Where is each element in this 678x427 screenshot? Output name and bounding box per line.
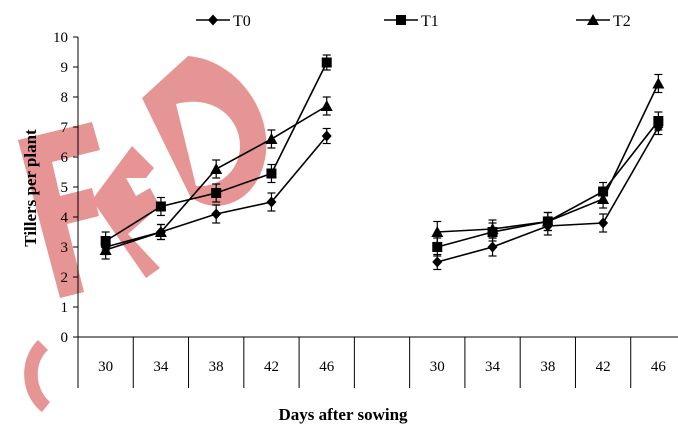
data-point-t1 xyxy=(321,57,332,68)
data-point-t2 xyxy=(486,223,499,234)
x-tick-label: 30 xyxy=(98,359,113,375)
plot-area xyxy=(99,54,665,271)
legend-marker-t1 xyxy=(396,15,406,25)
y-tick-label: 10 xyxy=(53,30,68,46)
data-point-t2 xyxy=(99,244,112,255)
series-line-t2 xyxy=(437,83,660,233)
x-tick-label: 46 xyxy=(651,359,667,375)
x-axis-title: Days after sowing xyxy=(278,405,408,424)
data-point-t0 xyxy=(211,208,222,220)
data-point-t2 xyxy=(597,193,610,204)
legend-marker-t2 xyxy=(587,14,599,25)
x-tick-label: 38 xyxy=(540,359,555,375)
watermark xyxy=(18,56,267,412)
data-point-t2 xyxy=(210,163,223,174)
x-tick-label: 34 xyxy=(153,359,169,375)
legend-label-t0: T0 xyxy=(233,13,251,30)
data-point-t0 xyxy=(321,130,332,142)
y-tick-label: 7 xyxy=(61,120,69,136)
data-point-t1 xyxy=(432,242,443,252)
y-tick-label: 1 xyxy=(61,300,69,316)
x-tick-label: 42 xyxy=(264,359,279,375)
data-point-t1 xyxy=(653,116,664,126)
x-tick-label: 30 xyxy=(430,359,445,375)
data-point-t2 xyxy=(320,100,333,111)
y-tick-label: 4 xyxy=(61,210,69,226)
data-point-t2 xyxy=(431,226,444,237)
data-point-t0 xyxy=(598,217,609,229)
y-tick-label: 2 xyxy=(61,270,69,286)
legend-label-t1: T1 xyxy=(421,13,439,30)
y-axis-title: Tillers per plant xyxy=(21,129,40,247)
x-tick-label: 46 xyxy=(319,359,335,375)
x-tick-label: 42 xyxy=(596,359,611,375)
x-tick-label: 34 xyxy=(485,359,501,375)
y-tick-label: 3 xyxy=(61,240,69,256)
data-point-t1 xyxy=(155,201,166,212)
y-tick-label: 6 xyxy=(61,150,69,166)
data-point-t1 xyxy=(211,188,222,198)
data-point-t0 xyxy=(487,241,498,253)
y-tick-label: 5 xyxy=(61,180,69,196)
data-point-t2 xyxy=(154,226,167,237)
data-point-t1 xyxy=(266,168,277,179)
legend-label-t2: T2 xyxy=(613,13,631,30)
x-tick-label: 38 xyxy=(209,359,224,375)
data-point-t0 xyxy=(266,196,277,208)
series-line-t0 xyxy=(437,126,660,263)
legend: T0 T1 T2 xyxy=(196,13,631,30)
legend-marker-t0 xyxy=(208,14,218,26)
data-point-t0 xyxy=(432,256,443,268)
data-point-t2 xyxy=(541,215,554,227)
data-point-t2 xyxy=(652,77,665,89)
data-point-t2 xyxy=(265,133,278,144)
y-tick-label: 8 xyxy=(61,90,69,106)
y-tick-label: 9 xyxy=(61,60,69,76)
y-tick-label: 0 xyxy=(61,330,69,346)
